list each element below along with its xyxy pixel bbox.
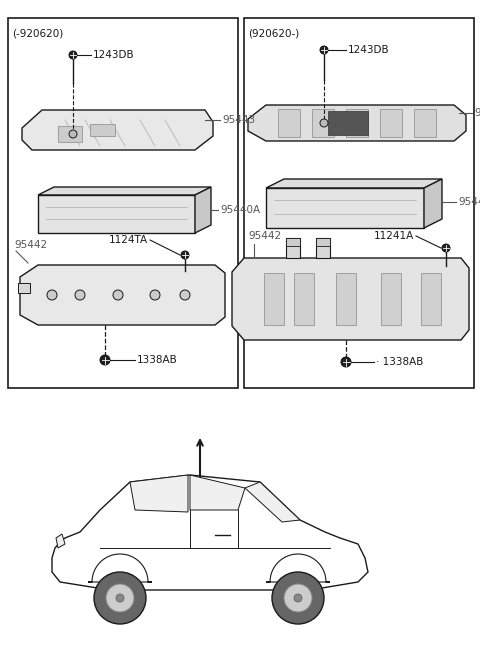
- Polygon shape: [195, 187, 211, 233]
- Polygon shape: [248, 105, 466, 141]
- Text: 1243DB: 1243DB: [93, 50, 134, 60]
- Polygon shape: [264, 273, 284, 325]
- Polygon shape: [336, 273, 356, 325]
- Polygon shape: [130, 475, 188, 512]
- Text: 95440A: 95440A: [220, 205, 260, 215]
- Polygon shape: [244, 18, 474, 388]
- Text: 95442: 95442: [248, 231, 281, 241]
- Polygon shape: [328, 111, 368, 135]
- Text: 95443: 95443: [474, 108, 480, 118]
- Text: 95442: 95442: [14, 240, 47, 250]
- Circle shape: [150, 290, 160, 300]
- Polygon shape: [58, 126, 82, 142]
- Circle shape: [180, 290, 190, 300]
- Circle shape: [47, 290, 57, 300]
- Circle shape: [94, 572, 146, 624]
- Polygon shape: [8, 18, 238, 388]
- Circle shape: [272, 572, 324, 624]
- Polygon shape: [346, 109, 368, 137]
- Circle shape: [69, 51, 77, 59]
- Text: 95440A: 95440A: [458, 197, 480, 207]
- Text: 95443: 95443: [222, 115, 255, 125]
- Polygon shape: [312, 109, 334, 137]
- Polygon shape: [232, 258, 469, 340]
- Circle shape: [294, 594, 302, 602]
- Polygon shape: [22, 110, 213, 150]
- Polygon shape: [38, 187, 211, 195]
- Polygon shape: [381, 273, 401, 325]
- Circle shape: [69, 130, 77, 138]
- Polygon shape: [278, 109, 300, 137]
- Circle shape: [442, 244, 450, 252]
- Polygon shape: [190, 475, 245, 510]
- Text: · 1338AB: · 1338AB: [376, 357, 423, 367]
- Text: 1243DB: 1243DB: [348, 45, 390, 55]
- Text: 1338AB: 1338AB: [137, 355, 178, 365]
- Circle shape: [75, 290, 85, 300]
- Polygon shape: [294, 273, 314, 325]
- Polygon shape: [424, 179, 442, 228]
- Circle shape: [100, 355, 110, 365]
- Circle shape: [113, 290, 123, 300]
- Text: (-920620): (-920620): [12, 28, 63, 38]
- Polygon shape: [266, 554, 330, 582]
- Polygon shape: [18, 283, 30, 293]
- Circle shape: [320, 46, 328, 54]
- Polygon shape: [56, 534, 65, 548]
- Polygon shape: [245, 482, 300, 522]
- Polygon shape: [380, 109, 402, 137]
- Polygon shape: [414, 109, 436, 137]
- Polygon shape: [90, 124, 115, 136]
- Polygon shape: [421, 273, 441, 325]
- Polygon shape: [266, 188, 424, 228]
- Circle shape: [284, 584, 312, 612]
- Polygon shape: [316, 238, 330, 246]
- Circle shape: [106, 584, 134, 612]
- Circle shape: [181, 251, 189, 259]
- Circle shape: [341, 357, 351, 367]
- Polygon shape: [316, 238, 330, 258]
- Polygon shape: [52, 475, 368, 590]
- Polygon shape: [266, 179, 442, 188]
- Text: (920620-): (920620-): [248, 28, 299, 38]
- Polygon shape: [286, 238, 300, 258]
- Polygon shape: [38, 195, 195, 233]
- Polygon shape: [20, 265, 225, 325]
- Circle shape: [320, 119, 328, 127]
- Text: 1124TA: 1124TA: [109, 235, 148, 245]
- Polygon shape: [286, 238, 300, 246]
- Text: 11241A: 11241A: [374, 231, 414, 241]
- Polygon shape: [88, 554, 152, 582]
- Circle shape: [116, 594, 124, 602]
